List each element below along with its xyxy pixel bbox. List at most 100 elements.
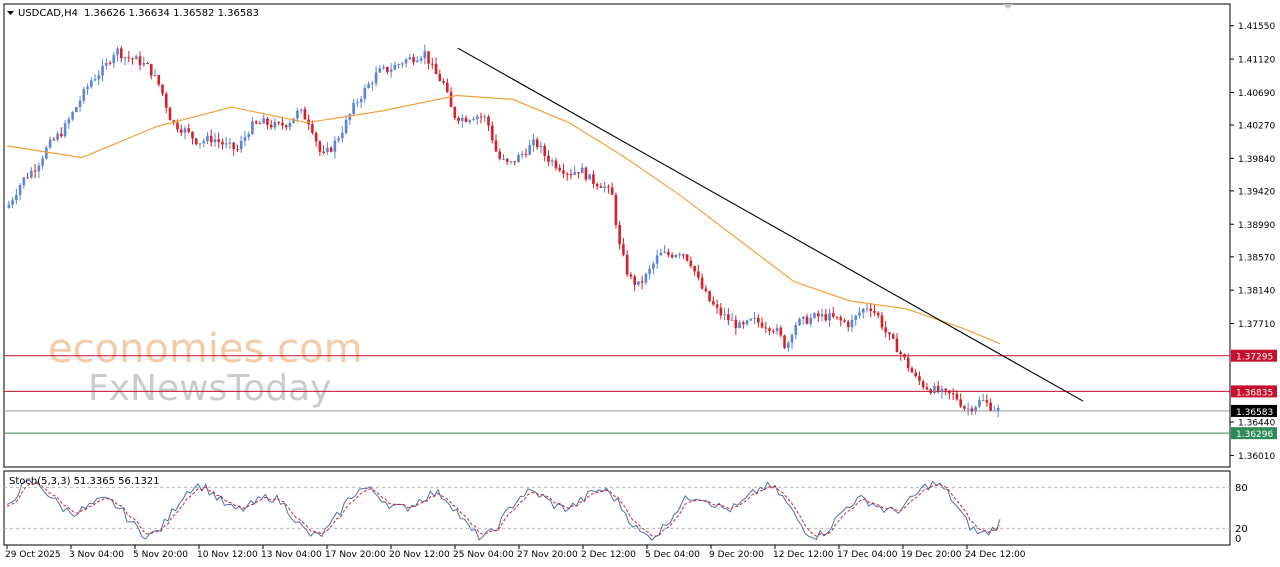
candle-body [940, 388, 944, 392]
candle-body [134, 56, 138, 60]
candle-body [779, 327, 783, 336]
stoch-panel[interactable] [3, 470, 1231, 546]
candle-body [985, 400, 989, 403]
candle-body [502, 158, 505, 160]
candle-body [659, 252, 663, 256]
time-tick-label: 27 Nov 20:00 [517, 550, 578, 560]
price-tick-label: 1.37710 [1238, 320, 1275, 330]
candle-body [978, 400, 981, 407]
time-axis[interactable]: 29 Oct 2025 3 Nov 04:00 5 Nov 20:00 10 Nov … [5, 545, 1026, 560]
time-tick-label: 17 Dec 04:00 [837, 550, 898, 560]
candle-body [861, 308, 865, 313]
candle-body [667, 251, 670, 255]
candle-body [858, 312, 861, 316]
level-tag-support [1231, 427, 1277, 440]
price-tick-label: 1.40690 [1238, 89, 1275, 99]
candle-body [951, 393, 955, 395]
candle-body [820, 314, 824, 317]
candle-body [247, 134, 250, 138]
candle-body [157, 74, 161, 85]
candle-body [595, 184, 599, 187]
candle-body [187, 128, 191, 132]
candle-body [239, 140, 243, 150]
candle-body [168, 107, 172, 121]
candle-body [56, 133, 59, 140]
candle-body [333, 140, 337, 152]
symbol-label: USDCAD,H4 [18, 8, 78, 19]
candle-body [224, 143, 228, 145]
candle-body [607, 186, 610, 188]
candle-body [532, 139, 535, 146]
candle-body [341, 132, 344, 139]
candle-body [790, 334, 794, 343]
candle-body [708, 291, 711, 302]
candle-body [251, 121, 254, 135]
time-tick-label: 17 Nov 20:00 [325, 550, 386, 560]
candle-body [266, 118, 269, 125]
candle-body [71, 112, 74, 120]
candle-body [213, 139, 217, 143]
level-tag-text-resistance-2: 1.36835 [1236, 388, 1273, 398]
main-chart-area[interactable] [3, 3, 1231, 468]
candle-body [880, 315, 884, 328]
candle-body [899, 352, 902, 355]
time-tick-label: 2 Dec 12:00 [581, 550, 636, 560]
candle-body [221, 141, 224, 145]
stoch-signal-line [6, 482, 1001, 537]
candle-body [629, 274, 633, 277]
candle-body [831, 313, 835, 317]
candle-body [850, 320, 854, 328]
candle-body [663, 251, 666, 253]
candle-body [127, 57, 131, 59]
candle-body [475, 116, 479, 120]
candle-body [906, 357, 910, 369]
candle-body [228, 142, 232, 144]
candle-body [569, 174, 573, 176]
candle-body [794, 324, 798, 335]
candle-body [26, 177, 29, 179]
price-tick-label: 1.40270 [1238, 121, 1275, 131]
candle-body [734, 319, 738, 329]
candle-body [397, 64, 400, 66]
level-tag-text-support: 1.36296 [1236, 430, 1273, 440]
candle-body [929, 389, 932, 394]
candle-body [565, 173, 569, 175]
candle-body [801, 316, 805, 319]
candle-body [599, 186, 603, 188]
candle-body [161, 84, 164, 94]
candle-body [284, 125, 288, 128]
symbol-menu-icon[interactable] [7, 11, 14, 15]
candle-body [86, 86, 89, 90]
candle-body [363, 88, 367, 100]
candle-body [393, 65, 397, 70]
candle-body [329, 147, 333, 152]
candle-body [520, 153, 524, 155]
price-axis[interactable]: 1.41550 1.41120 1.40690 1.40270 1.39840 1.394… [1230, 22, 1275, 462]
candle-body [296, 110, 299, 119]
candle-body [562, 170, 565, 174]
candle-body [483, 116, 487, 118]
candle-body [914, 372, 917, 377]
candle-body [775, 327, 779, 332]
time-tick-label: 3 Nov 04:00 [69, 550, 124, 560]
time-tick-label: 10 Nov 12:00 [197, 550, 258, 560]
candle-body [618, 224, 621, 245]
candle-body [678, 254, 681, 256]
candle-body [22, 177, 26, 186]
candle-body [273, 122, 277, 128]
candle-body [348, 114, 352, 120]
candle-body [633, 276, 636, 285]
candle-body [753, 317, 756, 319]
candle-body [550, 160, 554, 162]
trendline[interactable] [457, 47, 1084, 402]
candle-body [352, 102, 355, 115]
candle-body [322, 151, 325, 153]
candle-body [603, 186, 606, 188]
candle-body [689, 260, 693, 267]
time-tick-label: 24 Dec 12:00 [965, 550, 1026, 560]
chart-shift-marker[interactable] [1003, 4, 1013, 9]
candle-body [805, 316, 809, 324]
candle-body [918, 376, 921, 382]
candle-body [835, 316, 839, 318]
